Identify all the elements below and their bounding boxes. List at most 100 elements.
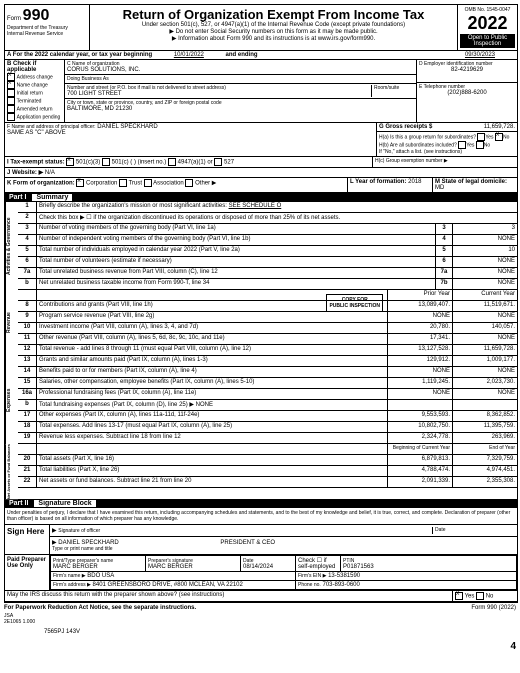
- website: N/A: [45, 170, 55, 176]
- checkbox-assoc[interactable]: [144, 179, 152, 187]
- checkbox-501c[interactable]: [102, 158, 110, 166]
- part2-title: Signature Block: [34, 500, 95, 507]
- line-16a: 16aProfessional fundraising fees (Part I…: [18, 389, 517, 400]
- h1b-no[interactable]: [476, 141, 484, 149]
- subtitle-3: ▶ Information about Form 990 and its ins…: [92, 35, 455, 42]
- section-b: B Check if applicable Address change Nam…: [5, 60, 65, 122]
- checkbox-initial[interactable]: [7, 89, 15, 97]
- sign-here-section: Sign Here ▶ Signature of officer Date ▶ …: [5, 525, 517, 555]
- h1a-no[interactable]: [495, 133, 503, 141]
- open-to-public: Open to Public Inspection: [460, 34, 515, 48]
- discuss-no[interactable]: [476, 592, 484, 600]
- irs: Internal Revenue Service: [7, 31, 63, 37]
- line-8: 8Contributions and grants (Part VIII, li…: [18, 301, 517, 312]
- dba-label: Doing Business As: [67, 76, 109, 82]
- part1-title: Summary: [32, 194, 72, 201]
- line-7a: 7aTotal unrelated business revenue from …: [18, 268, 517, 279]
- line-10: 10Investment income (Part VIII, column (…: [18, 323, 517, 334]
- ptin: P01871563: [343, 564, 374, 570]
- paid-preparer-label: Paid Preparer Use Only: [5, 555, 50, 590]
- firm-ein: 13-5381590: [328, 573, 360, 579]
- netassets-label: Net Assets or Fund Balances: [5, 444, 18, 499]
- form-990: Form 990 Department of the Treasury Inte…: [4, 4, 518, 603]
- line-1: 1Briefly describe the organization's mis…: [18, 202, 517, 213]
- jsa-code1: 2E1065 1.000: [4, 619, 516, 625]
- line-21: 21Total liabilities (Part X, line 26)4,7…: [18, 466, 517, 477]
- section-klm: K Form of organization: Corporation Trus…: [5, 178, 517, 193]
- title-box: Return of Organization Exempt From Incom…: [90, 5, 457, 50]
- firm-name: BDO USA: [87, 573, 114, 579]
- form-footer: For Paperwork Reduction Act Notice, see …: [4, 603, 516, 613]
- section-b-label: B Check if applicable: [7, 61, 36, 73]
- ein: 82-4219629: [419, 67, 515, 73]
- page-number: 4: [4, 641, 516, 652]
- expenses-label: Expenses: [5, 356, 18, 444]
- section-f: F Name and address of principal officer:…: [5, 123, 377, 156]
- type-print-label: Type or print name and title: [52, 546, 113, 552]
- section-i: I Tax-exempt status: 501(c)(3) 501(c) ( …: [5, 157, 517, 168]
- firm-address: 8401 GREENSBORO DRIVE, #800 MCLEAN, VA 2…: [93, 582, 243, 588]
- year-begin: 10/01/2022: [154, 52, 224, 58]
- line-11: 11Other revenue (Part VIII, column (A), …: [18, 334, 517, 345]
- i-label: I Tax-exempt status:: [7, 160, 65, 166]
- checkbox-other[interactable]: [185, 179, 193, 187]
- jsa-code2: 7565PJ 143V: [44, 629, 516, 635]
- form-number-box: Form 990 Department of the Treasury Inte…: [5, 5, 90, 50]
- preparer-name: MARC BERGER: [53, 564, 98, 570]
- officer-address: SAME AS "C" ABOVE: [7, 130, 66, 136]
- line-22: 22Net assets or fund balances. Subtract …: [18, 477, 517, 488]
- line-6: 6Total number of volunteers (estimate if…: [18, 257, 517, 268]
- and-ending: and ending: [226, 52, 258, 58]
- line-13: 13Grants and similar amounts paid (Part …: [18, 356, 517, 367]
- checkbox-name[interactable]: [7, 81, 15, 89]
- officer-name: DANIEL SPECKHARD: [97, 124, 157, 130]
- officer-title: PRESIDENT & CEO: [220, 540, 275, 546]
- gross-receipts: 11,659,728.: [484, 124, 515, 130]
- checkbox-amended[interactable]: [7, 105, 15, 113]
- main-title: Return of Organization Exempt From Incom…: [92, 7, 455, 22]
- section-c: C Name of organization CORUS SOLUTIONS, …: [65, 60, 417, 122]
- checkbox-trust[interactable]: [119, 179, 127, 187]
- l-label: L Year of formation:: [350, 179, 406, 185]
- checkbox-terminated[interactable]: [7, 97, 15, 105]
- penalty-statement: Under penalties of perjury, I declare th…: [5, 508, 517, 525]
- checkbox-527[interactable]: [214, 158, 222, 166]
- part2-header: Part II Signature Block: [5, 499, 517, 508]
- begin-year-header: Beginning of Current Year: [387, 444, 452, 454]
- self-employed: Check ☐ if self-employed: [296, 556, 341, 572]
- checkbox-4947[interactable]: [168, 158, 176, 166]
- h1a-label: H(a) Is this a group return for subordin…: [379, 134, 476, 140]
- h1b-label: H(b) Are all subordinates included?: [379, 142, 457, 148]
- org-name: CORUS SOLUTIONS, INC.: [67, 67, 140, 73]
- discuss-row: May the IRS discuss this return with the…: [5, 591, 517, 602]
- preparer-table: Print/Type preparer's nameMARC BERGER Pr…: [50, 555, 517, 590]
- sections-fgh: F Name and address of principal officer:…: [5, 123, 517, 157]
- sig-officer-label: Signature of officer: [58, 528, 100, 534]
- line-9: 9Program service revenue (Part VIII, lin…: [18, 312, 517, 323]
- governance-section: Activities & Governance 1Briefly describ…: [5, 202, 517, 290]
- paid-preparer-section: Paid Preparer Use Only Print/Type prepar…: [5, 555, 517, 591]
- discuss-yes[interactable]: [455, 592, 463, 600]
- checkbox-corp[interactable]: [76, 179, 84, 187]
- end-year-header: End of Year: [452, 444, 517, 454]
- line-19: 19Revenue less expenses. Subtract line 1…: [18, 433, 517, 444]
- revenue-section: Revenue COPY FOR PUBLIC INSPECTION Prior…: [5, 290, 517, 356]
- section-de: D Employer identification number 82-4219…: [417, 60, 517, 122]
- line-15: 15Salaries, other compensation, employee…: [18, 378, 517, 389]
- governance-label: Activities & Governance: [5, 202, 18, 290]
- line-18: 18Total expenses. Add lines 13-17 (must …: [18, 422, 517, 433]
- revenue-label: Revenue: [5, 290, 18, 356]
- netassets-section: Net Assets or Fund Balances Beginning of…: [5, 444, 517, 499]
- firm-phone: 703-893-0600: [322, 582, 359, 588]
- checkbox-501c3[interactable]: [66, 158, 74, 166]
- hc-label: H(c) Group exemption number ▶: [375, 158, 448, 164]
- j-label: J Website: ▶: [7, 170, 43, 176]
- state-domicile: MD: [435, 185, 444, 191]
- street-address: 700 LIGHT STREET: [67, 91, 122, 97]
- m-label: M State of legal domicile:: [435, 179, 507, 185]
- checkbox-application[interactable]: [7, 113, 15, 121]
- pra-notice: For Paperwork Reduction Act Notice, see …: [4, 605, 196, 611]
- copy-box: COPY FOR PUBLIC INSPECTION: [326, 294, 383, 312]
- form-number: 990: [23, 7, 50, 24]
- subtitle-2: ▶ Do not enter Social Security numbers o…: [92, 28, 455, 35]
